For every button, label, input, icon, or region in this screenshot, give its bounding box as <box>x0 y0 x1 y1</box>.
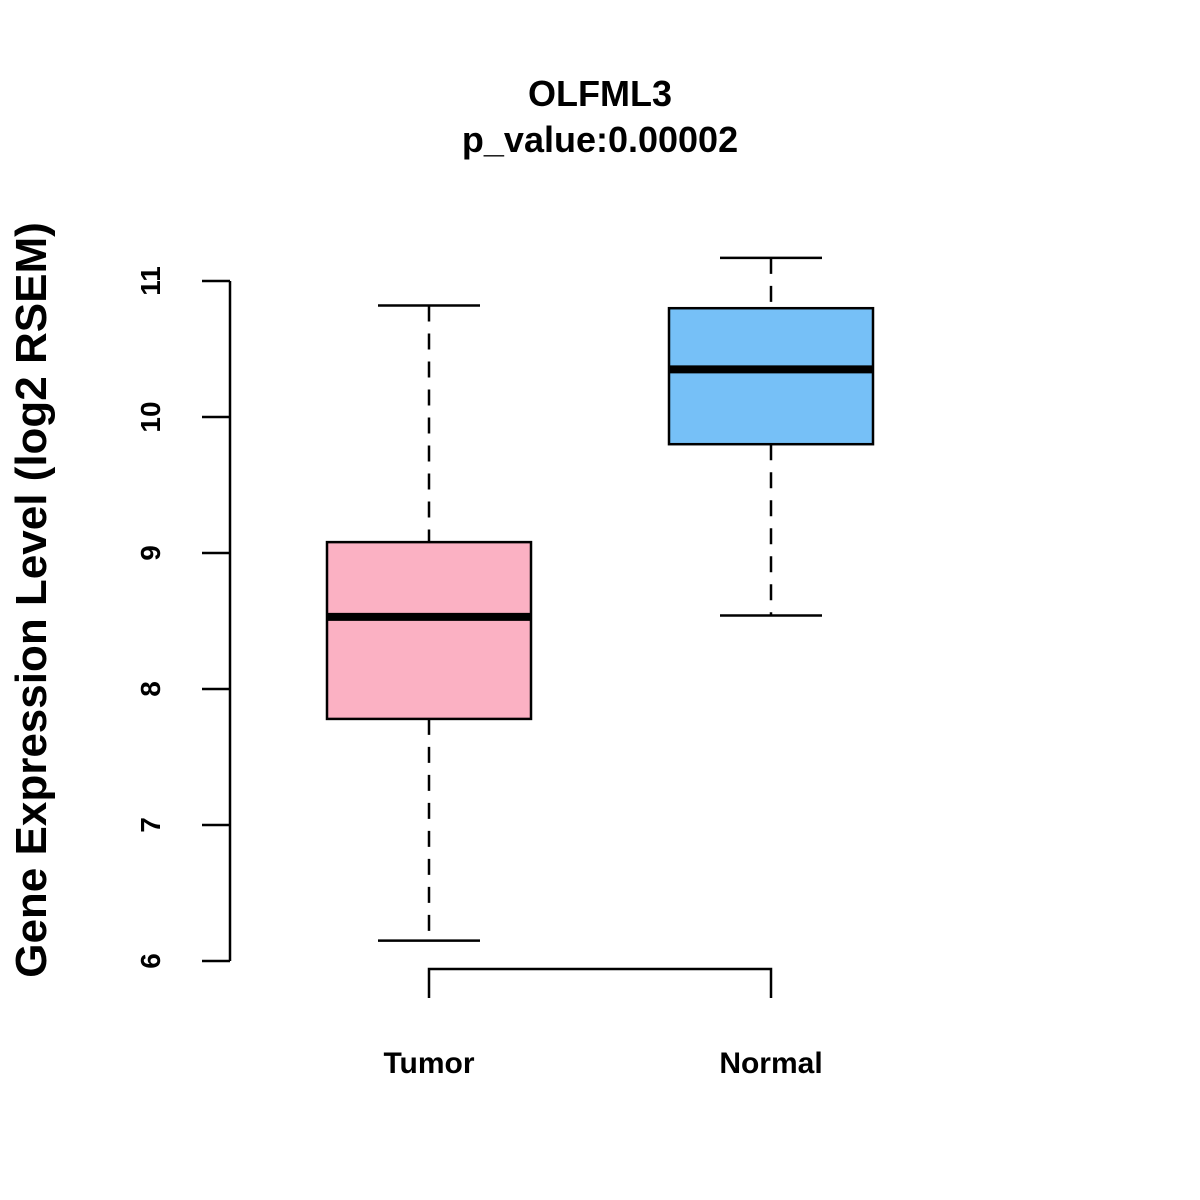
iqr-box <box>325 540 533 721</box>
y-tick-label: 11 <box>135 266 166 296</box>
boxes <box>325 256 875 942</box>
x-axis-labels: Tumor Normal <box>383 1047 822 1080</box>
chart-title: OLFML3 <box>528 73 672 114</box>
iqr-box <box>667 306 875 446</box>
y-tick-label: 10 <box>135 401 166 432</box>
category-label-normal: Normal <box>719 1047 822 1080</box>
y-tick-label: 7 <box>135 817 166 833</box>
box-tumor <box>325 304 533 942</box>
y-tick-label: 6 <box>135 953 166 969</box>
y-tick-label: 8 <box>135 681 166 697</box>
chart-subtitle: p_value:0.00002 <box>462 119 738 160</box>
significance-bracket <box>427 967 773 998</box>
y-axis-label: Gene Expression Level (log2 RSEM) <box>7 222 56 978</box>
category-label-tumor: Tumor <box>383 1047 474 1080</box>
y-axis: 6 7 8 9 10 11 <box>135 266 232 969</box>
box-normal <box>667 256 875 617</box>
y-tick-label: 9 <box>135 545 166 561</box>
bracket-line <box>427 967 773 998</box>
